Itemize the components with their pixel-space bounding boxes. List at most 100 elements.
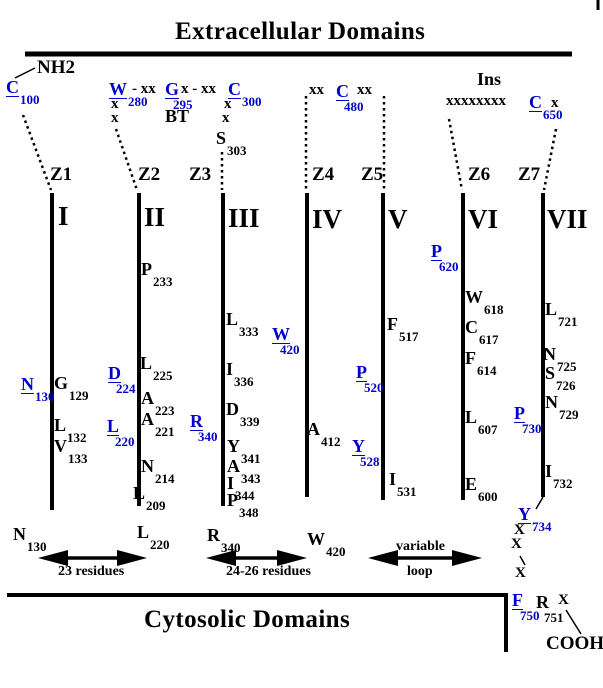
aa-letter: I bbox=[226, 359, 234, 379]
zone-label-z2: Z2 bbox=[138, 164, 161, 185]
residue-C100: C100 bbox=[6, 78, 40, 106]
residue-E600: E600 bbox=[465, 474, 498, 503]
aa-position: 220 bbox=[115, 434, 135, 449]
aa-position: 726 bbox=[556, 377, 576, 393]
aa-position: 528 bbox=[360, 454, 380, 469]
aa-position: 343 bbox=[241, 470, 261, 486]
aa-position: 224 bbox=[116, 381, 136, 396]
x-marks-insert: xxxxxxxx bbox=[446, 93, 506, 109]
spacer-x-marks: x - xx bbox=[181, 81, 216, 97]
dotted-connector-z7 bbox=[542, 128, 558, 191]
marker-N130: N130 bbox=[13, 524, 47, 553]
residue-L721: L721 bbox=[545, 299, 578, 328]
aa-position: 614 bbox=[477, 362, 497, 378]
insert-label: Ins bbox=[477, 69, 502, 89]
aa-letter: N bbox=[13, 524, 26, 544]
aa-letter: L bbox=[545, 299, 558, 319]
x-mark: x bbox=[222, 110, 230, 126]
residue-I336: I336 bbox=[226, 359, 254, 388]
arrow-24-26-residues bbox=[206, 550, 307, 566]
residue-C617: C617 bbox=[465, 317, 499, 346]
residue-N214: N214 bbox=[141, 457, 175, 485]
residue-N130: N130 bbox=[21, 375, 55, 403]
aa-position: 721 bbox=[558, 313, 578, 329]
aa-letter: C bbox=[228, 79, 241, 99]
aa-position: 303 bbox=[227, 142, 247, 158]
residue-G295: G 295 bbox=[165, 80, 193, 111]
residue-R751: R 751 bbox=[536, 593, 564, 624]
aa-letter: Y bbox=[227, 436, 240, 456]
aa-letter: I bbox=[227, 473, 235, 493]
residue-I344: I344 bbox=[227, 473, 255, 502]
aa-position: 751 bbox=[544, 610, 564, 625]
aa-position: 209 bbox=[146, 497, 166, 513]
residue-L209: L209 bbox=[133, 484, 166, 512]
aa-position: 725 bbox=[557, 358, 577, 374]
residue-P348: P348 bbox=[227, 490, 259, 519]
aa-letter: R bbox=[190, 411, 203, 431]
residue-W618: W618 bbox=[465, 288, 504, 316]
residue-I531: I531 bbox=[389, 470, 417, 498]
x-mark: x bbox=[111, 110, 119, 126]
aa-letter: N bbox=[545, 392, 558, 412]
x-mark: x bbox=[111, 96, 119, 112]
aa-letter: D bbox=[108, 363, 121, 383]
helix-numeral-1: I bbox=[58, 201, 69, 231]
aa-letter: N bbox=[543, 344, 556, 364]
residue-F517: F517 bbox=[387, 315, 419, 343]
residue-L333: L333 bbox=[226, 309, 259, 338]
spacer-x-marks: - xx bbox=[132, 81, 156, 97]
residue-S726: S726 bbox=[545, 363, 576, 392]
dotted-connector-z1 bbox=[21, 114, 53, 191]
residue-P730: P 730 bbox=[514, 404, 542, 435]
aa-letter: S bbox=[545, 363, 556, 383]
x-mark: X bbox=[514, 522, 525, 538]
aa-letter: I bbox=[545, 461, 553, 481]
residue-A343: A343 bbox=[227, 457, 261, 485]
x-mark: x bbox=[551, 95, 559, 111]
aa-position: 130 bbox=[35, 388, 55, 404]
zone-label-z1: Z1 bbox=[50, 164, 73, 185]
aa-position: 344 bbox=[235, 487, 255, 503]
aa-letter: E bbox=[465, 474, 478, 494]
aa-position: 617 bbox=[479, 331, 499, 347]
aa-position: 130 bbox=[27, 538, 47, 554]
zone-label-z5: Z5 bbox=[361, 164, 384, 185]
aa-position: 333 bbox=[239, 323, 259, 339]
aa-position: 600 bbox=[478, 488, 498, 504]
extracellular-domains-title: Extracellular Domains bbox=[175, 18, 426, 45]
aa-position: 480 bbox=[344, 99, 364, 114]
aa-letter: G bbox=[165, 79, 180, 99]
marker-W420: W420 bbox=[307, 530, 346, 558]
aa-letter: F bbox=[465, 348, 476, 368]
helix-numeral-7: VII bbox=[547, 204, 588, 234]
aa-position: 214 bbox=[155, 470, 175, 486]
helix-numeral-6: VI bbox=[468, 204, 499, 234]
aa-position: 750 bbox=[520, 608, 540, 623]
aa-position: 412 bbox=[321, 433, 341, 449]
zone-label-z7: Z7 bbox=[518, 164, 541, 185]
aa-letter: P bbox=[227, 490, 238, 510]
aa-letter: F bbox=[512, 590, 523, 610]
residue-P520: P 520 bbox=[356, 363, 384, 394]
aa-letter: G bbox=[54, 373, 69, 393]
aa-position: 340 bbox=[198, 429, 218, 444]
residue-R340: R 340 bbox=[190, 412, 218, 443]
residue-C300: C300 bbox=[228, 79, 262, 108]
aa-letter: L bbox=[140, 353, 153, 373]
aa-letter: L bbox=[226, 309, 239, 329]
aa-letter: S bbox=[216, 128, 227, 148]
marker-L220: L220 bbox=[137, 523, 170, 551]
aa-letter: W bbox=[109, 79, 127, 99]
amino-terminus-label: NH2 bbox=[37, 57, 75, 78]
x-mark: X bbox=[511, 536, 522, 552]
aa-letter: C bbox=[465, 317, 478, 337]
aa-letter: Y bbox=[518, 504, 531, 524]
residue-W280: W280 bbox=[109, 79, 148, 108]
x-mark: X bbox=[558, 592, 569, 608]
residue-S303: S303 bbox=[216, 128, 247, 157]
aa-position: 225 bbox=[153, 367, 173, 383]
residue-L225: L225 bbox=[140, 353, 173, 382]
aa-letter: L bbox=[107, 416, 120, 436]
